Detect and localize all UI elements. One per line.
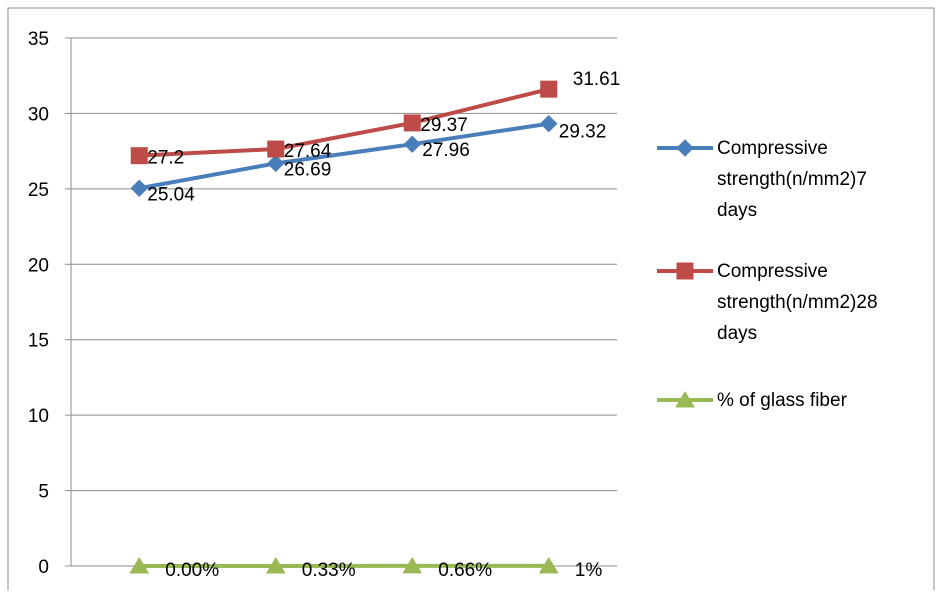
y-tick-label: 30 xyxy=(28,104,49,125)
y-tick-label: 35 xyxy=(28,29,49,50)
legend-label: Compressive xyxy=(717,261,828,282)
y-tick-label: 5 xyxy=(38,482,49,503)
data-label: 27.2 xyxy=(147,148,184,169)
diamond-marker xyxy=(268,155,284,171)
y-tick-label: 10 xyxy=(28,406,49,427)
data-label: 27.96 xyxy=(422,140,470,161)
data-label: 29.37 xyxy=(420,115,468,136)
y-tick-label: 25 xyxy=(28,180,49,201)
data-label: 27.64 xyxy=(284,141,332,162)
legend-label: days xyxy=(717,323,757,344)
square-marker xyxy=(268,141,284,157)
legend-label: strength(n/mm2)28 xyxy=(717,292,878,313)
legend-item-2: Compressive strength(n/mm2)28 days xyxy=(657,261,878,344)
series-line xyxy=(139,89,549,156)
data-label: 1% xyxy=(575,560,603,581)
square-marker xyxy=(404,115,420,131)
y-tick-label: 20 xyxy=(28,255,49,276)
data-label: 0.33% xyxy=(302,560,356,581)
legend-label: Compressive xyxy=(717,138,828,159)
data-label: 26.69 xyxy=(284,159,332,180)
diamond-marker xyxy=(541,116,557,132)
data-label: 0.00% xyxy=(165,560,219,581)
diamond-marker xyxy=(131,180,147,196)
diamond-marker xyxy=(404,136,420,152)
square-marker xyxy=(677,263,693,279)
legend-item-1: Compressive strength(n/mm2)7 days xyxy=(657,138,867,221)
series-1 xyxy=(131,116,557,197)
diamond-marker xyxy=(677,140,693,156)
series-2 xyxy=(131,81,557,164)
square-marker xyxy=(541,81,557,97)
data-label: 29.32 xyxy=(559,122,607,143)
data-label: 31.61 xyxy=(573,69,621,90)
y-tick-label: 0 xyxy=(38,557,49,578)
data-label: 0.66% xyxy=(438,560,492,581)
square-marker xyxy=(131,148,147,164)
legend-label: strength(n/mm2)7 xyxy=(717,169,867,190)
y-tick-label: 15 xyxy=(28,331,49,352)
data-label: 25.04 xyxy=(147,184,195,205)
legend-label: days xyxy=(717,200,757,221)
legend-item-3: % of glass fiber xyxy=(657,390,848,411)
series-line xyxy=(139,124,549,189)
legend-label: % of glass fiber xyxy=(717,390,848,411)
